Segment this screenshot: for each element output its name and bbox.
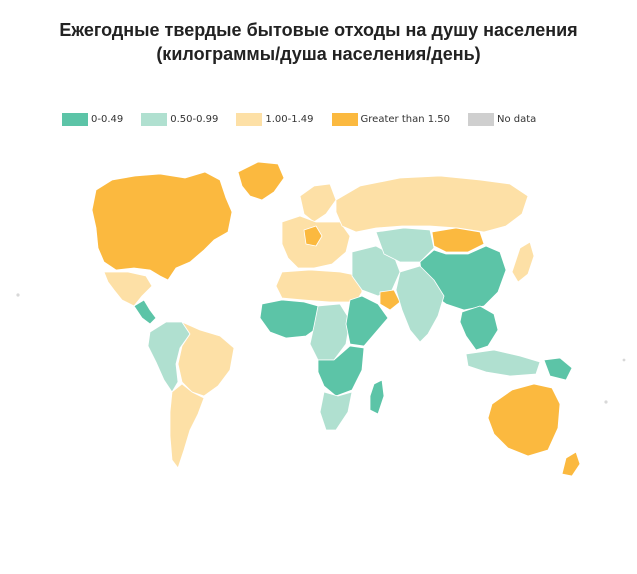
region-scandinavia	[299, 183, 337, 223]
region-central-asia	[375, 227, 435, 263]
region-mongolia	[431, 227, 485, 253]
legend-swatch	[467, 112, 494, 126]
island-dot	[622, 358, 626, 362]
region-brazil	[177, 321, 235, 397]
region-gulf-states	[379, 289, 401, 311]
title-line-2: (килограммы/душа населения/день)	[156, 44, 481, 64]
region-madagascar	[369, 379, 385, 415]
legend-swatch	[141, 112, 168, 126]
legend-item-2: 1.00-1.49	[236, 112, 314, 126]
legend-item-0: 0-0.49	[62, 112, 124, 126]
region-new-zealand	[561, 451, 581, 477]
legend-label: Greater than 1.50	[360, 113, 450, 125]
island-dot	[604, 400, 608, 404]
region-indonesia	[465, 349, 541, 377]
legend-swatch	[236, 112, 263, 126]
legend-label: 0-0.49	[91, 113, 124, 125]
legend-swatch	[62, 112, 88, 126]
region-argentina-chile	[169, 383, 205, 469]
region-germany	[303, 225, 323, 247]
map-title: Ежегодные твердые бытовые отходы на душу…	[0, 18, 637, 66]
region-southeast-asia	[459, 305, 499, 351]
region-central-america	[133, 299, 157, 325]
map-dots	[16, 293, 626, 404]
island-dot	[16, 293, 20, 297]
legend-item-4: No data	[467, 112, 537, 126]
region-australia	[487, 383, 561, 457]
region-east-africa	[345, 295, 389, 347]
legend-swatch	[331, 112, 358, 126]
legend: 0-0.49 0.50-0.99 1.00-1.49 Greater than …	[62, 112, 554, 126]
title-line-1: Ежегодные твердые бытовые отходы на душу…	[59, 20, 578, 40]
legend-item-1: 0.50-0.99	[141, 112, 219, 126]
region-russia	[335, 175, 529, 233]
region-north-america	[91, 171, 233, 281]
region-japan	[511, 241, 535, 283]
region-north-africa	[275, 269, 363, 303]
legend-item-3: Greater than 1.50	[331, 112, 450, 126]
region-mexico	[103, 271, 153, 307]
legend-label: No data	[496, 113, 537, 125]
region-south-africa	[319, 391, 353, 431]
region-southern-africa	[317, 345, 365, 397]
world-map	[16, 161, 626, 477]
region-west-africa	[259, 299, 321, 339]
legend-label: 1.00-1.49	[265, 113, 314, 125]
legend-label: 0.50-0.99	[170, 113, 219, 125]
region-india	[395, 265, 445, 343]
region-greenland	[237, 161, 285, 201]
region-south-america-west	[147, 321, 191, 393]
region-papua	[543, 357, 573, 381]
